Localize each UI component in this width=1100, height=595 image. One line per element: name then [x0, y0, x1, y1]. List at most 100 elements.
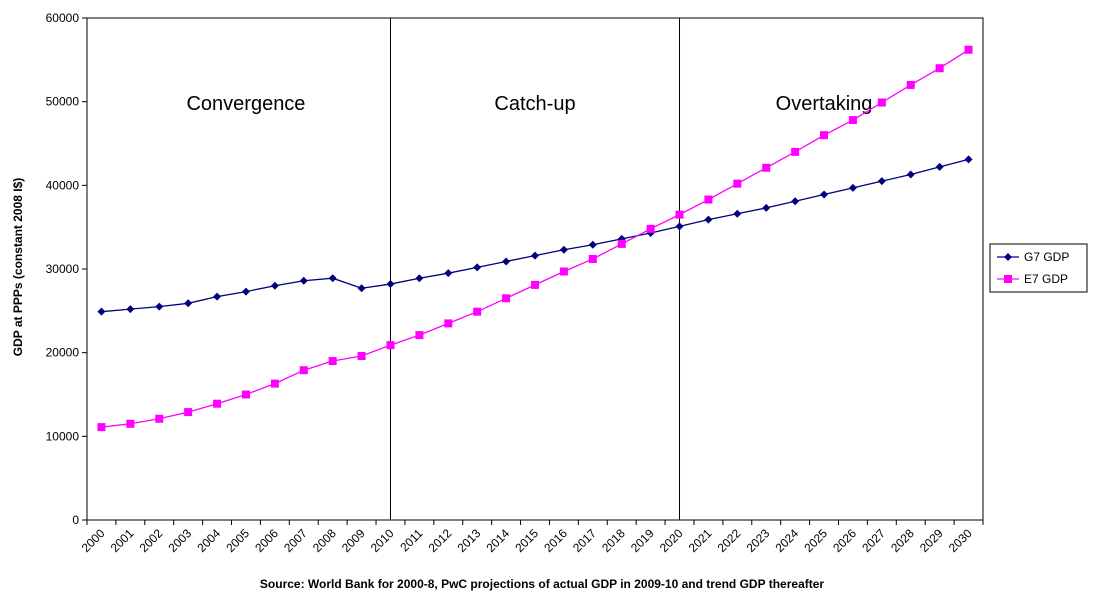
data-point-marker	[820, 131, 829, 140]
y-tick-label: 0	[72, 513, 79, 527]
data-point-marker	[184, 408, 193, 417]
legend-box	[989, 243, 1088, 293]
x-tick-label: 2014	[483, 526, 512, 555]
data-point-marker	[733, 209, 742, 218]
data-point-marker	[704, 215, 713, 224]
y-tick-label: 20000	[46, 346, 80, 360]
x-tick-label: 2021	[686, 526, 715, 555]
legend-label: G7 GDP	[1024, 250, 1069, 264]
y-axis-label: GDP at PPPs (constant 2008 I$)	[11, 178, 25, 357]
data-point-marker	[675, 210, 684, 219]
phase-label: Convergence	[186, 93, 305, 115]
data-point-marker	[791, 197, 800, 206]
x-tick-label: 2007	[281, 526, 310, 555]
data-point-marker	[617, 239, 626, 248]
x-tick-label: 2002	[137, 526, 166, 555]
data-point-marker	[386, 341, 395, 350]
data-point-marker	[241, 287, 250, 296]
x-tick-label: 2013	[455, 526, 484, 555]
data-point-marker	[97, 423, 106, 432]
series-group	[97, 45, 973, 432]
data-point-marker	[270, 281, 279, 290]
data-point-marker	[155, 414, 164, 423]
data-point-marker	[848, 183, 857, 192]
data-point-marker	[328, 357, 337, 366]
data-point-marker	[502, 257, 511, 266]
x-tick-label: 2017	[570, 526, 599, 555]
x-tick-label: 2030	[946, 526, 975, 555]
x-tick-label: 2011	[397, 526, 425, 554]
x-tick-label: 2001	[108, 526, 137, 555]
x-tick-label: 2024	[772, 526, 801, 555]
data-point-marker	[791, 147, 800, 156]
x-tick-label: 2022	[715, 526, 744, 555]
data-point-marker	[646, 224, 655, 233]
data-point-marker	[964, 155, 973, 164]
x-tick-label: 2028	[888, 526, 917, 555]
x-tick-label: 2018	[599, 526, 628, 555]
data-point-marker	[213, 292, 222, 301]
y-tick-label: 30000	[46, 262, 80, 276]
data-point-marker	[762, 163, 771, 172]
x-tick-label: 2027	[859, 526, 888, 555]
data-point-marker	[559, 245, 568, 254]
x-tick-label: 2004	[194, 526, 223, 555]
x-tick-label: 2023	[744, 526, 773, 555]
y-tick-label: 10000	[46, 429, 80, 443]
data-point-marker	[357, 284, 366, 293]
data-point-marker	[299, 366, 308, 375]
x-tick-label: 2012	[426, 526, 455, 555]
data-point-marker	[877, 177, 886, 186]
legend-marker	[1004, 253, 1012, 261]
data-point-marker	[415, 331, 424, 340]
data-point-marker	[848, 116, 857, 125]
x-tick-label: 2020	[657, 526, 686, 555]
x-tick-label: 2025	[801, 526, 830, 555]
data-point-marker	[126, 305, 135, 314]
x-tick-label: 2006	[252, 526, 281, 555]
data-point-marker	[588, 240, 597, 249]
data-point-marker	[444, 319, 453, 328]
x-tick-label: 2003	[166, 526, 195, 555]
data-point-marker	[733, 179, 742, 188]
data-point-marker	[357, 352, 366, 361]
data-point-marker	[241, 390, 250, 399]
x-axis-source-label: Source: World Bank for 2000-8, PwC proje…	[260, 577, 824, 591]
x-tick-label: 2000	[79, 526, 108, 555]
data-point-marker	[935, 64, 944, 73]
data-point-marker	[964, 45, 973, 54]
data-point-marker	[531, 280, 539, 289]
data-point-marker	[906, 80, 915, 89]
data-point-marker	[184, 299, 193, 308]
data-point-marker	[386, 280, 395, 289]
data-point-marker	[415, 274, 424, 283]
data-point-marker	[588, 254, 597, 263]
data-point-marker	[473, 263, 482, 272]
data-point-marker	[126, 419, 135, 428]
legend-label: E7 GDP	[1024, 272, 1068, 286]
phase-label: Catch-up	[494, 93, 575, 115]
x-axis: 2000 2001 2002 2003 2004 2005 2006 2007 2008 2009…	[79, 520, 984, 555]
data-point-marker	[820, 190, 829, 199]
legend: G7 GDP E7 GDP	[989, 243, 1088, 293]
x-tick-label: 2026	[830, 526, 859, 555]
data-point-marker	[473, 307, 482, 316]
x-tick-label: 2015	[512, 526, 541, 555]
data-point-marker	[704, 195, 713, 204]
data-point-marker	[444, 269, 453, 278]
x-tick-label: 2010	[368, 526, 397, 555]
data-point-marker	[906, 170, 915, 179]
x-tick-label: 2008	[310, 526, 339, 555]
x-tick-label: 2009	[339, 526, 368, 555]
data-point-marker	[97, 307, 106, 316]
phase-annotations: Convergence Catch-up Overtaking	[186, 18, 872, 520]
data-point-marker	[328, 274, 337, 283]
legend-marker	[1004, 275, 1012, 283]
y-tick-label: 40000	[46, 178, 80, 192]
plot-border	[86, 17, 984, 521]
data-point-marker	[299, 276, 308, 285]
data-point-marker	[213, 399, 222, 408]
y-tick-label: 60000	[46, 11, 80, 25]
data-point-marker	[762, 203, 771, 212]
